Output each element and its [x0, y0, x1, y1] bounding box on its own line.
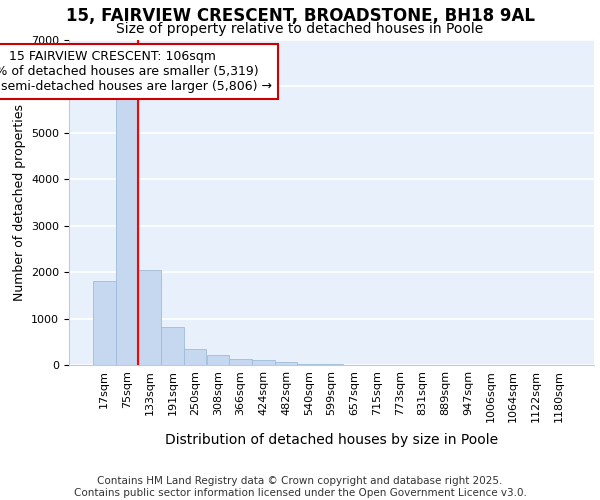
Text: 15, FAIRVIEW CRESCENT, BROADSTONE, BH18 9AL: 15, FAIRVIEW CRESCENT, BROADSTONE, BH18 …: [65, 8, 535, 26]
Text: Size of property relative to detached houses in Poole: Size of property relative to detached ho…: [116, 22, 484, 36]
Bar: [184, 349, 206, 365]
Bar: [206, 355, 229, 365]
Bar: [252, 360, 275, 365]
Text: Contains HM Land Registry data © Crown copyright and database right 2025.
Contai: Contains HM Land Registry data © Crown c…: [74, 476, 526, 498]
Bar: [116, 96, 139, 365]
Bar: [93, 282, 116, 365]
Bar: [161, 327, 184, 365]
Y-axis label: Number of detached properties: Number of detached properties: [13, 104, 26, 301]
X-axis label: Distribution of detached houses by size in Poole: Distribution of detached houses by size …: [165, 433, 498, 447]
Bar: [229, 360, 252, 365]
Bar: [139, 270, 161, 365]
Bar: [298, 364, 320, 365]
Bar: [320, 364, 343, 365]
Bar: [275, 362, 298, 365]
Text: 15 FAIRVIEW CRESCENT: 106sqm
← 47% of detached houses are smaller (5,319)
52% of: 15 FAIRVIEW CRESCENT: 106sqm ← 47% of de…: [0, 50, 272, 93]
